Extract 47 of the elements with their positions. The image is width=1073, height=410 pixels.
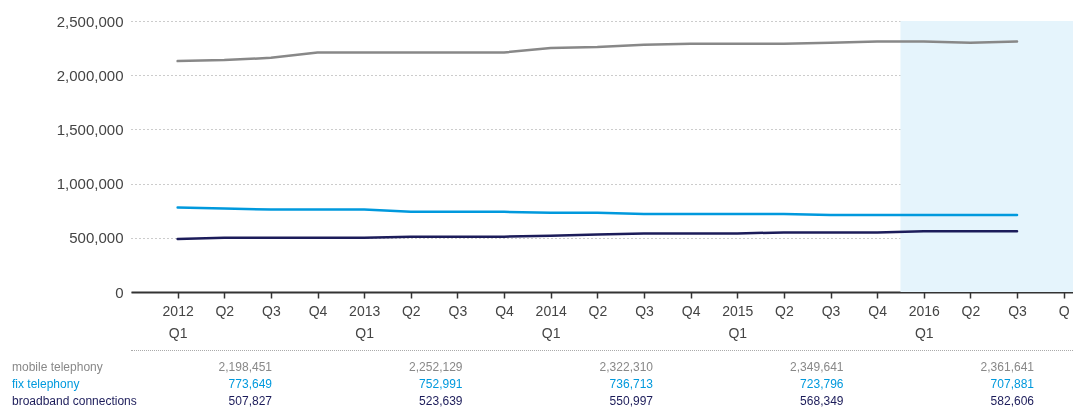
text: 773,649 — [228, 377, 272, 391]
text: 2,198,451 — [218, 360, 272, 374]
text: 2,252,129 — [409, 360, 463, 374]
text: 2,361,641 — [980, 360, 1034, 374]
x-tick-label: Q3 — [635, 302, 655, 319]
text: 2,322,310 — [599, 360, 653, 374]
line-series — [176, 230, 1019, 241]
text: 723,796 — [800, 377, 844, 391]
x-tick-label: 2016 Q1 — [908, 302, 941, 341]
x-tick-label: Q2 — [588, 302, 608, 319]
text: 2,349,641 — [790, 360, 844, 374]
x-tick-label: 2013 Q1 — [349, 302, 381, 341]
text: mobile telephony — [12, 360, 103, 374]
x-tick-label: Q3 — [262, 302, 281, 319]
x-tick-label: Q2 — [775, 302, 794, 319]
text: 707,881 — [990, 377, 1034, 391]
y-tick-label: 2,000,000 — [56, 66, 124, 84]
y-tick-label: 1,500,000 — [56, 120, 124, 138]
y-tick-label: 0 — [115, 283, 124, 301]
x-tick-label: Q4 — [308, 302, 328, 319]
text: 507,827 — [228, 394, 272, 408]
x-tick-label: 2012 Q1 — [162, 302, 194, 341]
x-tick-label: Q3 — [821, 302, 841, 319]
text: 568,349 — [800, 394, 844, 408]
x-tick-label: Q3 — [448, 302, 468, 319]
x-tick-label: Q3 — [1008, 302, 1028, 319]
text: 582,606 — [990, 394, 1034, 408]
x-tick-label: Q2 — [215, 302, 235, 319]
line-series — [176, 206, 1019, 217]
x-tick-label: Q2 — [401, 302, 421, 319]
x-tick-label: Q4 — [495, 302, 515, 319]
text: 736,713 — [609, 377, 653, 391]
y-tick-label: 2,500,000 — [56, 12, 124, 30]
x-tick-label: Q4 — [868, 302, 888, 319]
x-tick-label: Q2 — [961, 302, 981, 319]
y-tick-label: 1,000,000 — [56, 175, 124, 193]
line-series — [176, 40, 1019, 63]
x-tick-label: Q4 — [681, 302, 701, 319]
text: broadband connections — [12, 394, 137, 408]
x-tick-label: 2015 Q1 — [722, 302, 754, 341]
text: 523,639 — [419, 394, 463, 408]
y-tick-label: 500,000 — [69, 229, 124, 247]
text: 550,997 — [609, 394, 653, 408]
x-tick-label: 2014 Q1 — [535, 302, 567, 341]
x-tick-label: Q — [1058, 302, 1070, 319]
text: 752,991 — [419, 377, 463, 391]
text: fix telephony — [12, 377, 80, 391]
